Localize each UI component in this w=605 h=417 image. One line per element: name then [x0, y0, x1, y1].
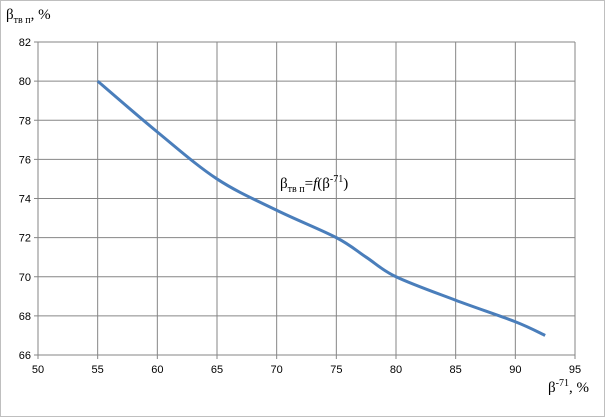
x-tick-label: 80	[390, 364, 402, 376]
x-tick-label: 75	[330, 364, 342, 376]
y-tick-label: 82	[19, 37, 31, 49]
annotation-part: )	[343, 176, 348, 192]
annotation: βтв п=f(β-71)	[280, 174, 348, 195]
x-tick-label: 65	[211, 364, 223, 376]
x-tick-label: 60	[151, 364, 163, 376]
annotation-sup: -71	[330, 174, 343, 185]
x-tick-label: 95	[569, 364, 581, 376]
annotation-part: β	[280, 176, 288, 192]
x-tick-label: 85	[450, 364, 462, 376]
y-label-sub: тв п	[14, 15, 32, 26]
x-label-sup: -71	[556, 378, 569, 389]
x-axis-label: β-71, %	[548, 378, 589, 396]
y-tick-label: 80	[19, 76, 31, 88]
y-tick-label: 72	[19, 233, 31, 245]
annotation-part: (β	[317, 176, 330, 192]
line	[96, 79, 546, 337]
y-tick-label: 78	[19, 115, 31, 127]
x-tick-label: 50	[32, 364, 44, 376]
annotation-sub: тв п	[288, 184, 306, 195]
x-tick-label: 55	[92, 364, 104, 376]
y-tick-label: 74	[19, 194, 31, 206]
y-label-main: β	[6, 7, 14, 23]
y-tick-label: 66	[19, 350, 31, 362]
y-tick-label: 68	[19, 311, 31, 323]
x-tick-label: 90	[509, 364, 521, 376]
y-axis-label: βтв п, %	[6, 7, 51, 26]
x-tick-label: 70	[271, 364, 283, 376]
grid	[34, 41, 576, 359]
annotation-part: =	[305, 176, 313, 192]
y-tick-label: 76	[19, 154, 31, 166]
y-label-unit: , %	[31, 7, 51, 23]
annotation-part: f	[313, 176, 319, 192]
x-label-main: β	[548, 380, 556, 396]
y-tick-label: 70	[19, 272, 31, 284]
x-label-unit: , %	[569, 380, 589, 396]
